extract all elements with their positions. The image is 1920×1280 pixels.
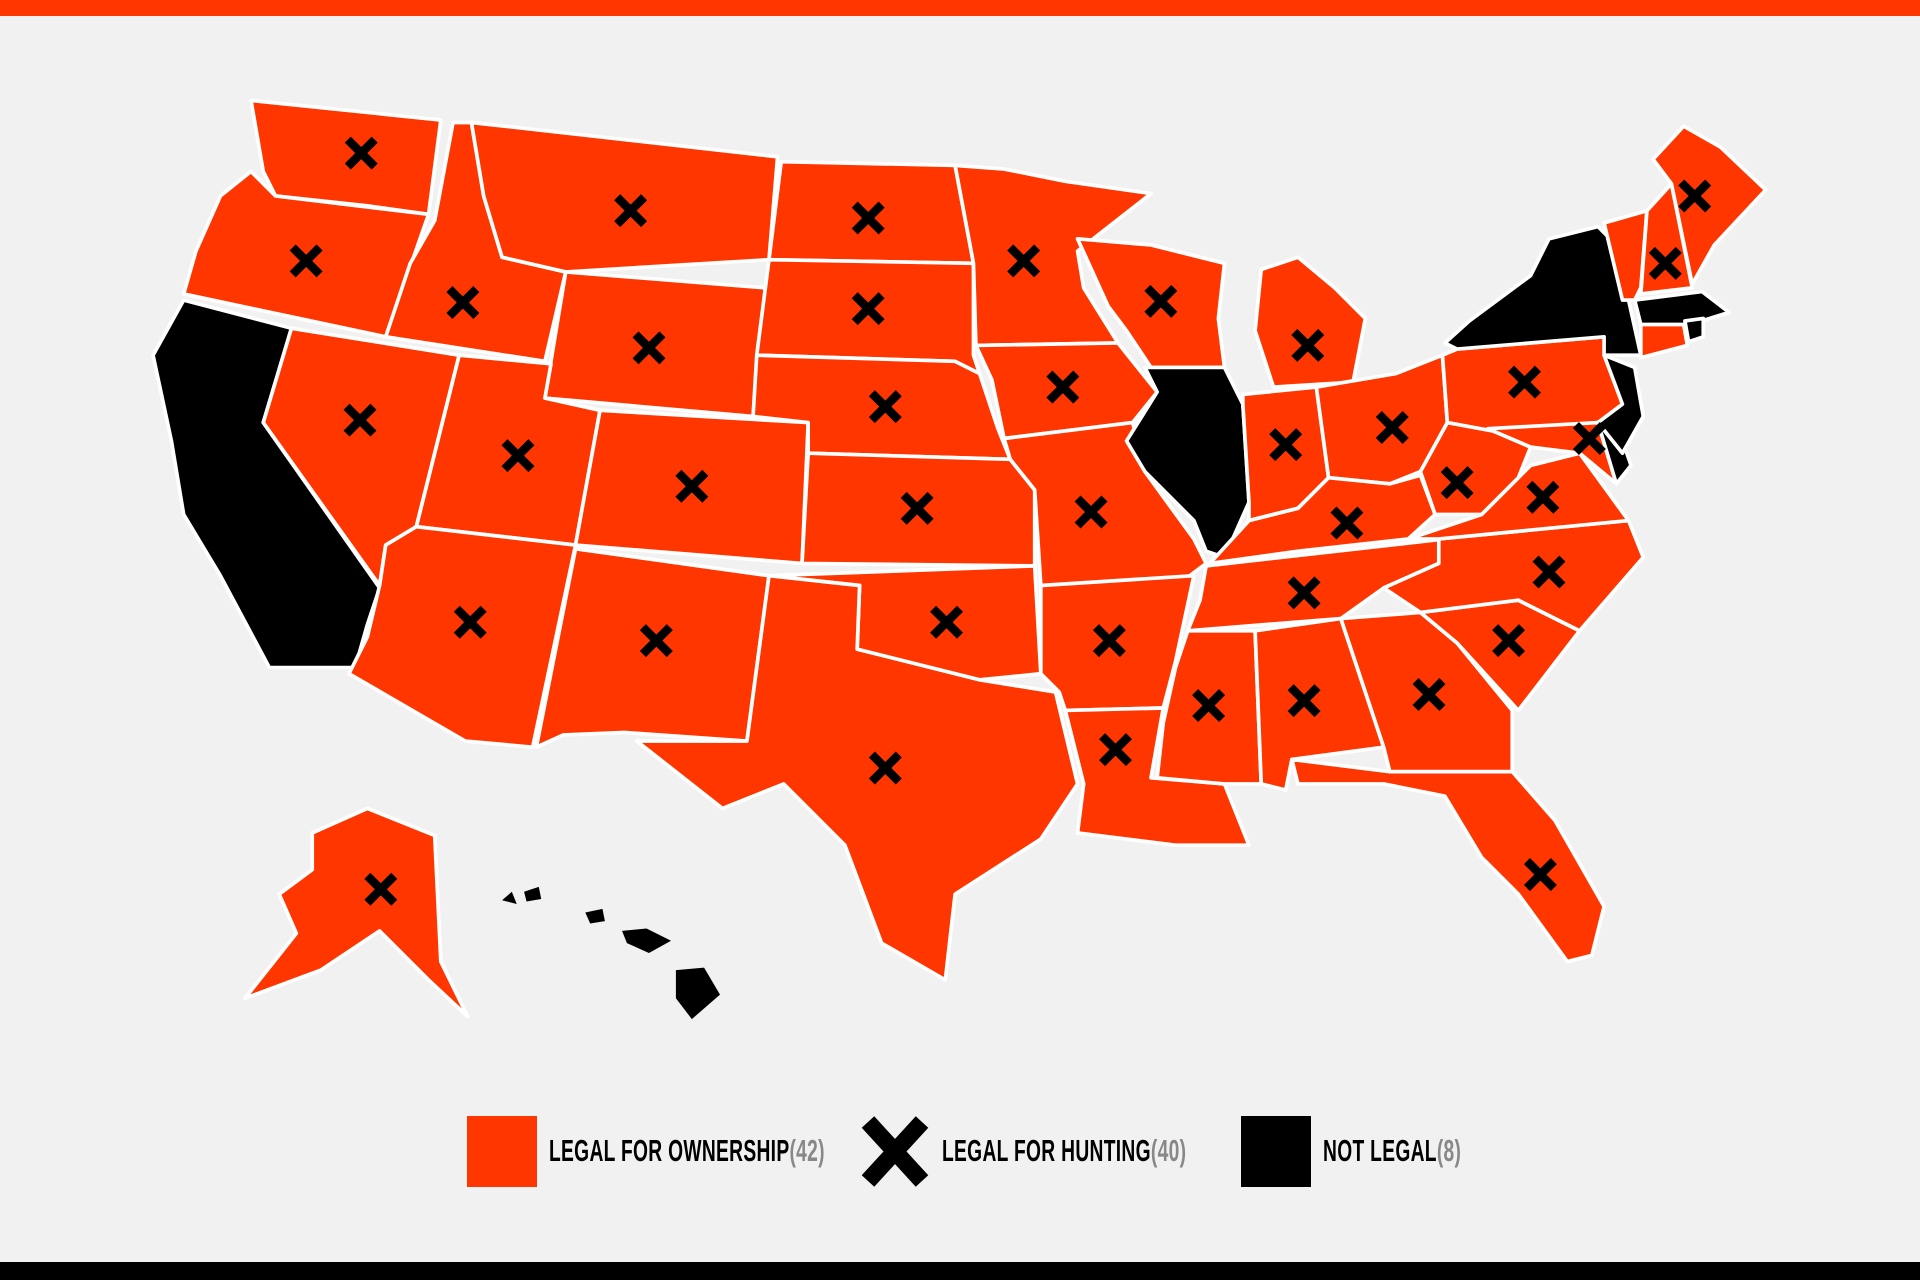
legend-count: (8): [1436, 1133, 1462, 1168]
legend-label: LEGAL FOR OWNERSHIP: [549, 1133, 790, 1168]
hunting-x-icon-az: [453, 605, 487, 639]
hunting-x-icon-ms: [1192, 689, 1226, 723]
state-tx: [634, 573, 1080, 982]
hunting-x-icon-oh: [1375, 410, 1409, 444]
hunting-x-icon-ok: [930, 605, 964, 639]
hunting-x-icon-sc: [1492, 624, 1526, 658]
hunting-x-icon-wi: [1144, 284, 1178, 318]
hunting-x-icon-mt: [614, 194, 648, 228]
hunting-x-icon-mi: [1291, 328, 1325, 362]
state-pa: [1440, 335, 1625, 433]
hunting-x-icon-wa: [344, 136, 378, 170]
bottom-bar: [0, 1262, 1920, 1280]
state-hi: [502, 891, 517, 904]
black-square-icon: [1241, 1115, 1311, 1187]
hunting-x-icon-ky: [1330, 506, 1364, 540]
hunting-x-icon-mn: [1007, 244, 1041, 278]
hunting-x-icon-ks: [900, 491, 934, 525]
state-mi: [1253, 255, 1368, 389]
x-mark-icon: [861, 1115, 929, 1187]
hunting-x-icon-co: [675, 469, 709, 503]
orange-square-icon: [467, 1115, 537, 1187]
hunting-x-icon-fl: [1523, 858, 1557, 892]
legend-count: (40): [1150, 1133, 1187, 1168]
legend-label: LEGAL FOR HUNTING: [942, 1133, 1151, 1168]
state-ma: [1632, 289, 1731, 327]
hunting-x-icon-me: [1678, 179, 1712, 213]
state-nj: [1596, 353, 1646, 456]
hunting-x-icon-md: [1572, 422, 1606, 456]
hunting-x-icon-nh: [1648, 246, 1682, 280]
legend-item-ownership: LEGAL FOR OWNERSHIP(42): [467, 1115, 994, 1187]
hunting-x-icon-al: [1287, 684, 1321, 718]
state-il: [1124, 365, 1251, 560]
hunting-x-icon-ga: [1412, 678, 1446, 712]
state-or: [181, 169, 431, 339]
hunting-x-icon-id: [446, 286, 480, 320]
hunting-x-icon-nc: [1532, 555, 1566, 589]
hunting-x-icon-ia: [1046, 370, 1080, 404]
state-nh: [1638, 181, 1695, 296]
state-hi: [524, 886, 542, 902]
state-ak: [243, 806, 470, 1019]
hunting-x-icon-wv: [1440, 466, 1474, 500]
hunting-x-icon-sd: [851, 292, 885, 326]
hunting-x-icon-ut: [501, 439, 535, 473]
hunting-x-icon-tx: [868, 751, 902, 785]
state-ct: [1638, 322, 1690, 360]
state-ri: [1683, 316, 1706, 344]
legend-item-not-legal: NOT LEGAL(8): [1241, 1115, 1546, 1187]
state-fl: [1290, 757, 1606, 964]
hunting-x-icon-ar: [1092, 624, 1126, 658]
hunting-x-icon-tn: [1287, 576, 1321, 610]
hunting-x-icon-mo: [1074, 495, 1108, 529]
legend-item-hunting: LEGAL FOR HUNTING(40): [860, 1115, 1336, 1187]
hunting-x-icon-nm: [639, 624, 673, 658]
hunting-x-icon-nd: [851, 201, 885, 235]
hunting-x-icon-va: [1526, 480, 1560, 514]
hunting-x-icon-ak: [364, 872, 398, 906]
state-mt: [469, 120, 780, 274]
state-hi: [585, 908, 605, 924]
hunting-x-icon-wy: [632, 331, 666, 365]
hunting-x-icon-in: [1269, 428, 1303, 462]
legend-label: NOT LEGAL: [1323, 1133, 1437, 1168]
hunting-x-icon-ne: [868, 390, 902, 424]
hunting-x-icon-or: [289, 244, 323, 278]
hunting-x-icon-la: [1099, 733, 1133, 767]
state-vt: [1602, 208, 1649, 302]
top-accent-bar: [0, 0, 1920, 16]
state-hi: [622, 928, 672, 953]
hunting-x-icon-pa: [1507, 365, 1541, 399]
hunting-x-icon-nv: [343, 403, 377, 437]
state-hi: [675, 967, 720, 1020]
state-mn: [953, 163, 1153, 348]
legend-count: (42): [789, 1133, 825, 1168]
state-nc: [1381, 518, 1646, 633]
